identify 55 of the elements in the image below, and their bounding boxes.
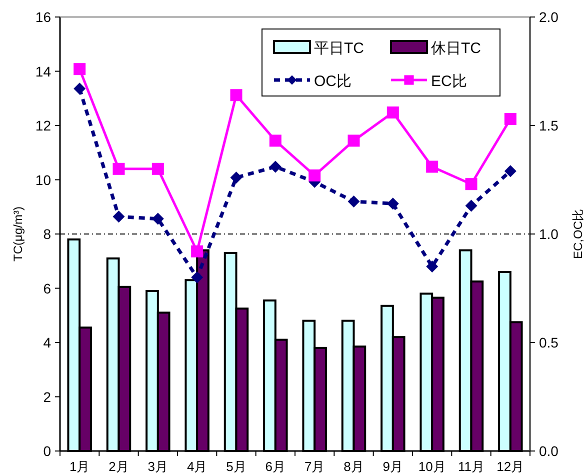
point [230,89,242,102]
point [112,162,125,175]
point [74,63,86,76]
point [191,271,204,284]
y-tick-label: 6 [43,280,52,296]
x-tick-label: 9月 [382,459,404,474]
legend-label: OC比 [314,73,352,90]
x-tick-label: 8月 [344,459,364,474]
y-tick-label: 8 [43,226,52,242]
x-tick-label: 12月 [496,459,524,474]
y-tick-label: 10 [35,172,52,188]
legend-label: 平日TC [314,40,364,57]
point [152,162,164,175]
x-tick-label: 1月 [69,459,90,474]
x-tick-label: 3月 [148,459,168,474]
point [152,212,164,225]
y2-tick-label: 0.0 [539,443,559,459]
y2-axis-title: EC,OC比 [571,208,585,260]
point [269,134,282,147]
point [269,160,282,173]
x-tick-label: 10月 [418,459,446,474]
x-tick-label: 2月 [108,459,129,474]
x-tick-label: 6月 [265,459,286,474]
y-tick-label: 4 [43,334,52,350]
y2-tick-label: 2.0 [539,9,559,25]
y-tick-label: 14 [35,63,52,80]
x-tick-label: 5月 [226,459,246,474]
point [504,112,516,125]
point [426,260,438,273]
point [386,106,399,118]
point [112,210,125,223]
point [308,169,321,182]
point [74,82,86,95]
y-tick-label: 16 [35,9,52,25]
point [230,172,242,184]
legend-label: 休日TC [431,40,482,57]
x-tick-label: 4月 [186,459,208,474]
x-tick-label: 7月 [304,459,325,474]
y2-tick-label: 1.0 [539,226,559,242]
point [465,200,478,212]
point [348,195,360,208]
point [191,245,204,258]
y-axis-title: TC(μg/m³) [11,206,25,262]
y-tick-label: 0 [43,443,52,459]
y2-tick-label: 0.5 [539,334,559,350]
y2-tick-label: 1.5 [539,118,559,134]
point [426,160,438,173]
point [465,178,478,190]
point [504,165,516,178]
point [348,134,360,147]
x-tick-label: 11月 [458,459,484,474]
y-tick-label: 2 [43,388,52,405]
y-tick-label: 12 [35,118,52,134]
legend-label: EC比 [431,73,467,90]
point [386,198,399,210]
